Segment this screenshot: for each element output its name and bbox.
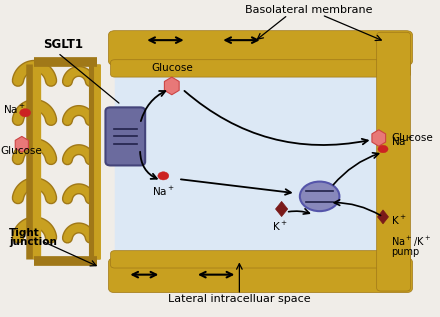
Polygon shape (15, 136, 29, 152)
FancyBboxPatch shape (106, 107, 145, 165)
Text: Tight: Tight (9, 228, 40, 238)
Text: Glucose: Glucose (392, 133, 433, 143)
FancyBboxPatch shape (110, 60, 411, 77)
Polygon shape (372, 130, 385, 146)
Text: K$^+$: K$^+$ (271, 220, 287, 233)
Circle shape (158, 172, 169, 180)
Text: Na$^+$: Na$^+$ (152, 185, 175, 198)
FancyBboxPatch shape (377, 32, 411, 291)
Text: Na$^+$/K$^+$: Na$^+$/K$^+$ (392, 235, 432, 249)
Text: Na$^+$: Na$^+$ (3, 103, 26, 116)
FancyBboxPatch shape (108, 31, 413, 65)
Text: Basolateral membrane: Basolateral membrane (246, 5, 373, 16)
Circle shape (378, 145, 388, 153)
Text: Lateral intracelluar space: Lateral intracelluar space (168, 294, 311, 304)
Text: SGLT1: SGLT1 (43, 38, 83, 51)
FancyBboxPatch shape (115, 57, 385, 266)
Text: pump: pump (392, 247, 420, 256)
Text: Glucose: Glucose (1, 146, 42, 156)
Text: Na$^+$: Na$^+$ (392, 135, 414, 148)
Polygon shape (378, 210, 389, 224)
Text: K$^+$: K$^+$ (392, 213, 407, 227)
Circle shape (20, 109, 31, 117)
FancyBboxPatch shape (108, 258, 413, 293)
Text: Glucose: Glucose (151, 63, 193, 73)
FancyBboxPatch shape (110, 251, 411, 268)
Circle shape (300, 182, 339, 211)
Text: junction: junction (9, 237, 57, 247)
Polygon shape (275, 201, 288, 217)
Polygon shape (165, 77, 179, 95)
